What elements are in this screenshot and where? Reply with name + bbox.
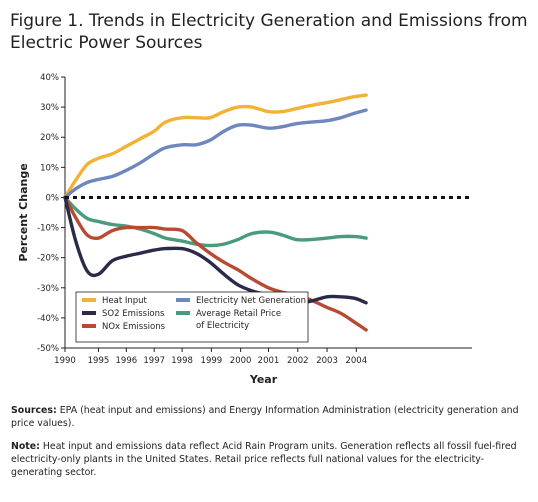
x-tick-label: 2000	[230, 356, 252, 366]
x-tick-label: 1996	[116, 356, 138, 366]
series-line-electricity-net-generation	[63, 108, 368, 200]
y-tick-label: 40%	[40, 73, 59, 83]
sources-label: Sources:	[11, 405, 57, 416]
x-tick-label: 2003	[316, 356, 338, 366]
data-note: Note: Heat input and emissions data refl…	[11, 440, 529, 479]
x-tick-label: 2004	[345, 356, 367, 366]
y-tick-label: 30%	[40, 103, 59, 113]
sources-text: EPA (heat input and emissions) and Energ…	[11, 405, 519, 429]
y-tick-label: -10%	[37, 224, 59, 234]
y-tick-label: 10%	[40, 163, 59, 173]
x-axis-title: Year	[249, 373, 278, 386]
y-tick-label: -40%	[37, 314, 59, 324]
legend-label: Heat Input	[102, 296, 148, 306]
x-tick-label: 2001	[258, 356, 280, 366]
series-line-heat-input	[63, 93, 368, 200]
y-tick-label: -20%	[37, 254, 59, 264]
y-axis-title: Percent Change	[17, 163, 30, 261]
x-tick-label: 2002	[287, 356, 309, 366]
legend-label: NOx Emissions	[102, 322, 166, 332]
y-tick-label: -30%	[37, 284, 59, 294]
series-line-so2-emissions	[63, 195, 368, 305]
line-chart: -50% -40% -30% -20% -10% 0% 10% 20% 30% 40% 1990 19…	[17, 73, 472, 386]
x-tick-label: 1990	[54, 356, 76, 366]
chart-title: Figure 1. Trends in Electricity Generati…	[10, 11, 528, 53]
sources-note: Sources: EPA (heat input and emissions) …	[11, 404, 529, 430]
y-tick-label: 0%	[46, 193, 60, 203]
note-text: Heat input and emissions data reflect Ac…	[11, 441, 517, 478]
x-tick-label: 1998	[171, 356, 193, 366]
legend-label: SO2 Emissions	[102, 309, 165, 319]
legend-label: Average Retail Price	[196, 309, 281, 319]
x-tick-label: 1999	[201, 356, 223, 366]
note-label: Note:	[11, 441, 40, 452]
legend-label: Electricity Net Generation	[196, 296, 306, 306]
y-tick-label: -50%	[37, 344, 59, 354]
legend-label: of Electricity	[196, 321, 249, 331]
legend-box	[75, 291, 309, 343]
series-line-average-retail-price-of-electricity	[63, 195, 368, 248]
x-tick-label: 1995	[88, 356, 110, 366]
y-tick-label: 20%	[40, 133, 59, 143]
x-tick-label: 1997	[143, 356, 165, 366]
